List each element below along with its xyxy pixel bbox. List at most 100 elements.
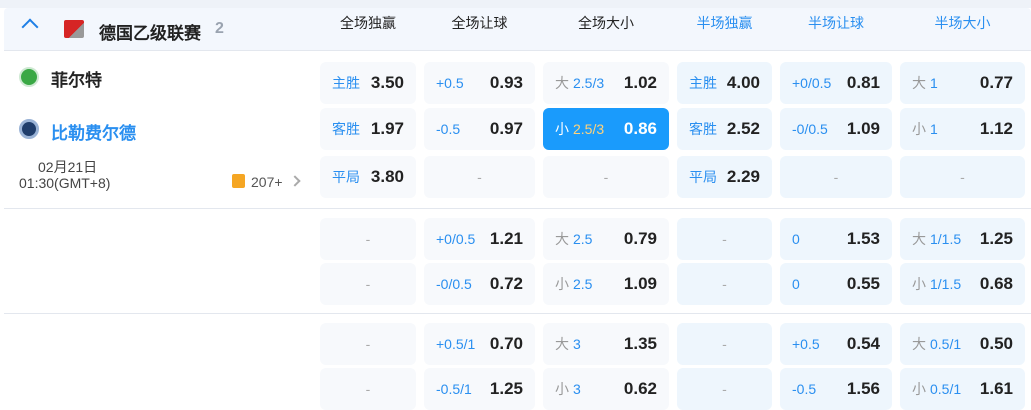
odds-value: 0.86 bbox=[623, 119, 657, 138]
odds-label: +0.5/1 bbox=[436, 336, 476, 352]
odds-value: 1.61 bbox=[979, 379, 1013, 398]
odds-cell[interactable]: 平局 2.29 bbox=[677, 156, 772, 198]
odds-cell[interactable]: 主胜 3.50 bbox=[320, 62, 416, 104]
empty-marker: - bbox=[722, 231, 727, 247]
match-time: 01:30(GMT+8) bbox=[19, 175, 111, 191]
odds-label: 1 bbox=[930, 75, 938, 91]
empty-marker: - bbox=[722, 336, 727, 352]
odds-cell[interactable]: -0/0.5 0.72 bbox=[424, 263, 535, 305]
odds-cell-empty: - bbox=[677, 263, 772, 305]
odds-label: 客胜 bbox=[332, 121, 360, 137]
odds-value: 1.09 bbox=[846, 119, 880, 138]
odds-cell-empty: - bbox=[677, 323, 772, 365]
over-under-prefix: 大 bbox=[912, 231, 926, 247]
league-logo-icon bbox=[64, 20, 84, 38]
odds-label: +0/0.5 bbox=[436, 231, 476, 247]
odds-label: 2.5 bbox=[573, 231, 593, 247]
odds-label: 3 bbox=[573, 381, 581, 397]
odds-cell[interactable]: +0/0.5 1.21 bbox=[424, 218, 535, 260]
odds-cell[interactable]: 大 0.5/1 0.50 bbox=[900, 323, 1025, 365]
league-name: 德国乙级联赛 bbox=[99, 24, 201, 43]
odds-value: 0.77 bbox=[979, 73, 1013, 92]
odds-value: 1.25 bbox=[489, 379, 523, 398]
odds-cell-empty: - bbox=[424, 156, 535, 198]
over-under-prefix: 大 bbox=[555, 75, 569, 91]
odds-value: 0.81 bbox=[846, 73, 880, 92]
odds-cell[interactable]: 小 2.5 1.09 bbox=[543, 263, 669, 305]
odds-label: 2.5/3 bbox=[573, 75, 605, 91]
odds-cell[interactable]: 大 2.5 0.79 bbox=[543, 218, 669, 260]
top-strip bbox=[0, 0, 1031, 8]
empty-marker: - bbox=[722, 276, 727, 292]
league-count: 2 bbox=[215, 20, 224, 37]
odds-cell[interactable]: +0.5 0.93 bbox=[424, 62, 535, 104]
home-team[interactable]: 菲尔特 bbox=[51, 71, 102, 90]
column-header: 全场让球 bbox=[451, 15, 508, 31]
odds-cell[interactable]: 小 3 0.62 bbox=[543, 368, 669, 410]
odds-label: -0.5 bbox=[792, 381, 817, 397]
odds-value: 1.09 bbox=[623, 274, 657, 293]
odds-cell[interactable]: 小 2.5/3 0.86 bbox=[543, 108, 669, 150]
odds-cell[interactable]: -0.5 0.97 bbox=[424, 108, 535, 150]
odds-value: 1.35 bbox=[623, 334, 657, 353]
odds-value: 0.93 bbox=[489, 73, 523, 92]
odds-cell-empty: - bbox=[677, 218, 772, 260]
odds-value: 1.25 bbox=[979, 229, 1013, 248]
empty-marker: - bbox=[477, 169, 482, 185]
divider bbox=[4, 50, 1031, 51]
odds-value: 2.52 bbox=[726, 119, 760, 138]
odds-cell[interactable]: 小 1 1.12 bbox=[900, 108, 1025, 150]
odds-cell[interactable]: -0/0.5 1.09 bbox=[780, 108, 892, 150]
odds-value: 1.21 bbox=[489, 229, 523, 248]
odds-cell[interactable]: 主胜 4.00 bbox=[677, 62, 772, 104]
odds-cell[interactable]: 大 1 0.77 bbox=[900, 62, 1025, 104]
odds-label: 2.5/3 bbox=[573, 121, 605, 137]
empty-marker: - bbox=[603, 169, 609, 185]
odds-label: 0 bbox=[792, 276, 800, 292]
odds-cell[interactable]: 0 0.55 bbox=[780, 263, 892, 305]
odds-value: 1.97 bbox=[370, 119, 404, 138]
odds-label: 平局 bbox=[689, 169, 717, 185]
odds-label: 0.5/1 bbox=[930, 336, 962, 352]
odds-label: 2.5 bbox=[573, 276, 593, 292]
markets-icon bbox=[232, 174, 245, 188]
odds-cell[interactable]: -0.5 1.56 bbox=[780, 368, 892, 410]
odds-cell[interactable]: 小 0.5/1 1.61 bbox=[900, 368, 1025, 410]
away-team[interactable]: 比勒费尔德 bbox=[51, 124, 136, 143]
odds-cell[interactable]: +0.5 0.54 bbox=[780, 323, 892, 365]
chevron-up-icon[interactable] bbox=[21, 18, 39, 36]
odds-cell[interactable]: 大 3 1.35 bbox=[543, 323, 669, 365]
empty-marker: - bbox=[722, 381, 727, 397]
odds-cell[interactable]: 客胜 1.97 bbox=[320, 108, 416, 150]
over-under-prefix: 大 bbox=[912, 336, 926, 352]
odds-cell[interactable]: +0.5/1 0.70 bbox=[424, 323, 535, 365]
odds-cell[interactable]: 平局 3.80 bbox=[320, 156, 416, 198]
odds-value: 1.53 bbox=[846, 229, 880, 248]
odds-cell[interactable]: 客胜 2.52 bbox=[677, 108, 772, 150]
empty-marker: - bbox=[833, 169, 839, 185]
odds-cell-empty: - bbox=[320, 263, 416, 305]
odds-cell[interactable]: 0 1.53 bbox=[780, 218, 892, 260]
odds-value: 0.70 bbox=[489, 334, 523, 353]
odds-label: 1/1.5 bbox=[930, 231, 962, 247]
odds-value: 0.79 bbox=[623, 229, 657, 248]
odds-cell[interactable]: -0.5/1 1.25 bbox=[424, 368, 535, 410]
odds-cell[interactable]: 大 2.5/3 1.02 bbox=[543, 62, 669, 104]
league-header[interactable]: 德国乙级联赛 2 bbox=[4, 8, 1031, 51]
column-header: 半场大小 bbox=[934, 15, 991, 31]
away-team-badge-icon bbox=[19, 119, 39, 139]
odds-value: 0.68 bbox=[979, 274, 1013, 293]
odds-label: -0/0.5 bbox=[436, 276, 472, 292]
column-header: 全场大小 bbox=[578, 15, 634, 31]
chevron-right-icon[interactable] bbox=[289, 175, 301, 187]
odds-label: 1/1.5 bbox=[930, 276, 962, 292]
over-under-prefix: 大 bbox=[912, 75, 926, 91]
odds-cell[interactable]: 小 1/1.5 0.68 bbox=[900, 263, 1025, 305]
odds-label: 主胜 bbox=[332, 75, 360, 91]
markets-count[interactable]: 207+ bbox=[251, 174, 283, 190]
odds-value: 1.12 bbox=[979, 119, 1013, 138]
odds-label: -0/0.5 bbox=[792, 121, 828, 137]
odds-cell[interactable]: 大 1/1.5 1.25 bbox=[900, 218, 1025, 260]
odds-cell[interactable]: +0/0.5 0.81 bbox=[780, 62, 892, 104]
empty-marker: - bbox=[365, 381, 371, 397]
